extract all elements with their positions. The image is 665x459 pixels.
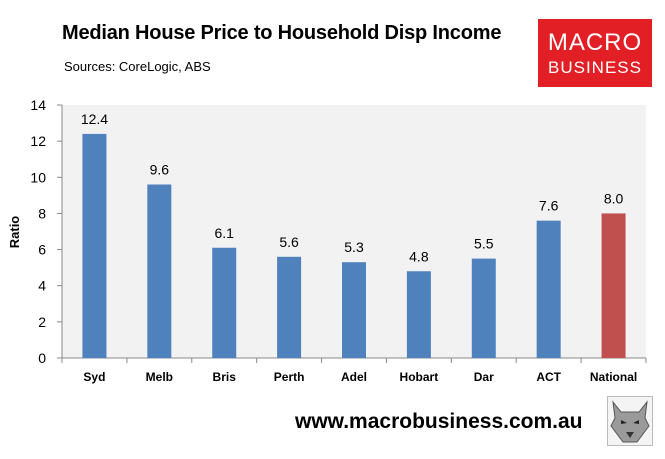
x-tick-label-syd: Syd — [83, 370, 105, 384]
data-label-melb: 9.6 — [150, 162, 170, 178]
y-tick-label: 4 — [38, 278, 46, 294]
bar-perth — [277, 256, 302, 358]
data-label-syd: 12.4 — [81, 111, 108, 127]
bar-bris — [212, 247, 237, 358]
bar-hobart — [406, 271, 431, 358]
bar-national — [601, 213, 626, 358]
data-label-bris: 6.1 — [214, 225, 234, 241]
wolf-logo-icon — [607, 396, 653, 446]
macrobusiness-logo: MACRO BUSINESS — [538, 19, 652, 87]
x-tick-label-hobart: Hobart — [400, 370, 439, 384]
data-labels: 12.4 9.6 6.1 5.6 5.3 4.8 5.5 7.6 8.0 — [81, 111, 624, 264]
x-tick-label-melb: Melb — [146, 370, 173, 384]
data-label-perth: 5.6 — [279, 234, 299, 250]
logo-line-2: BUSINESS — [548, 58, 642, 77]
bars — [82, 133, 626, 358]
logo-line-1: MACRO — [547, 29, 643, 56]
y-tick-labels: 0 2 4 6 8 10 12 14 — [30, 97, 46, 366]
chart-subtitle: Sources: CoreLogic, ABS — [64, 59, 211, 74]
bar-melb — [147, 184, 172, 358]
x-tick-label-national: National — [590, 370, 637, 384]
bar-dar — [471, 258, 496, 358]
x-tick-label-dar: Dar — [474, 370, 494, 384]
bar-syd — [82, 133, 107, 358]
y-tick-label: 10 — [30, 169, 46, 185]
website-url: www.macrobusiness.com.au — [295, 410, 583, 433]
data-label-dar: 5.5 — [474, 236, 494, 252]
y-tick-label: 8 — [38, 205, 46, 221]
x-tick-label-adel: Adel — [341, 370, 367, 384]
x-tick-label-perth: Perth — [274, 370, 305, 384]
bar-act — [536, 220, 561, 358]
bar-adel — [342, 262, 366, 358]
data-label-act: 7.6 — [539, 198, 559, 214]
x-tick-label-bris: Bris — [213, 370, 237, 384]
y-tick-label: 6 — [38, 242, 46, 258]
y-axis-label: Ratio — [7, 216, 22, 249]
x-tick-labels: Syd Melb Bris Perth Adel Hobart Dar ACT National — [83, 370, 637, 384]
data-label-national: 8.0 — [604, 190, 624, 206]
x-tick-label-act: ACT — [536, 370, 561, 384]
y-tick-label: 2 — [38, 314, 46, 330]
data-label-hobart: 4.8 — [409, 248, 429, 264]
y-tick-label: 14 — [30, 97, 46, 113]
chart-title: Median House Price to Household Disp Inc… — [62, 22, 502, 44]
y-tick-label: 12 — [30, 133, 46, 149]
data-label-adel: 5.3 — [344, 239, 364, 255]
y-tick-label: 0 — [38, 350, 46, 366]
